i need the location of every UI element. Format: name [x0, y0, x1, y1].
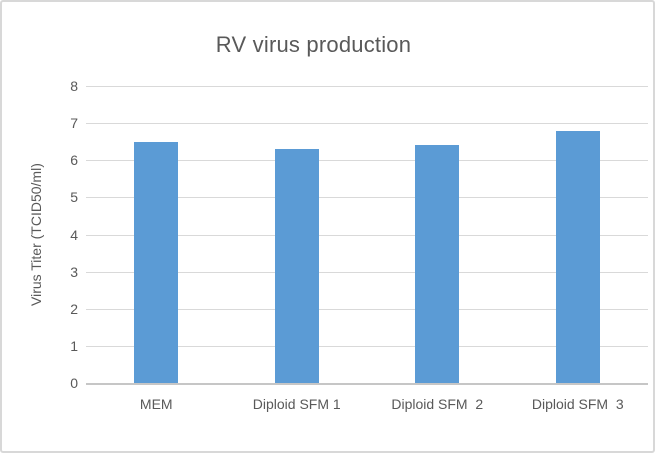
bar-diploid-sfm-3: [555, 130, 600, 383]
gridline: [86, 271, 648, 273]
y-tick-label: 3: [70, 263, 78, 280]
chart-title: RV virus production: [215, 32, 412, 57]
y-tick-label: 5: [70, 189, 78, 206]
gridline: [86, 197, 648, 199]
gridline: [86, 345, 648, 347]
bar-slot: [367, 86, 508, 383]
x-axis-label: Diploid SFM 1: [252, 396, 341, 412]
gridlines: [86, 86, 648, 383]
x-axis-labels: MEM Diploid SFM 1 Diploid SFM 2 Diploid SFM…: [86, 396, 648, 412]
y-tick-label: 7: [70, 115, 78, 132]
gridline: [86, 123, 648, 125]
gridline: [86, 308, 648, 310]
bar-slot: [227, 86, 368, 383]
bars: [86, 86, 648, 383]
gridline: [86, 234, 648, 236]
plot-area: [86, 86, 648, 385]
y-tick-label: 0: [70, 375, 78, 391]
x-axis-label: Diploid SFM 2: [391, 396, 484, 412]
y-tick-label: 6: [70, 152, 78, 169]
gridline: [86, 160, 648, 162]
y-tick-label: 2: [70, 300, 78, 317]
y-axis-ticks: 0 1 2 3 4 5 6 7 8: [2, 78, 78, 391]
gridline: [86, 86, 648, 87]
y-tick-label: 1: [70, 337, 78, 354]
bar-diploid-sfm-2: [415, 145, 460, 383]
y-tick-label: 4: [70, 226, 78, 243]
bar-slot: [86, 86, 227, 383]
bar-slot: [508, 86, 649, 383]
x-axis-label: Diploid SFM 3: [531, 396, 624, 412]
y-tick-label: 8: [70, 78, 78, 94]
x-axis-label: MEM: [139, 396, 173, 412]
bar-mem: [134, 141, 179, 383]
bar-diploid-sfm-1: [274, 149, 319, 383]
